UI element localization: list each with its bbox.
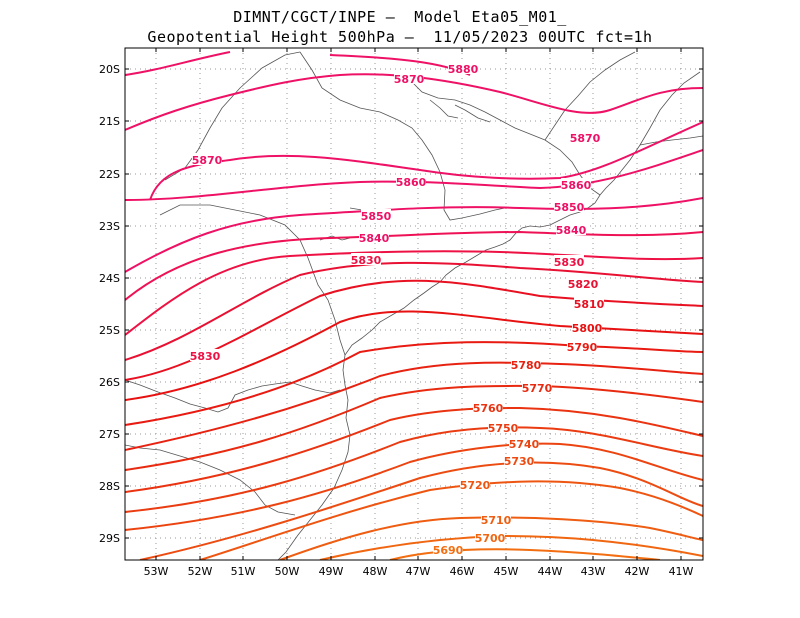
lat-tick-label: 21S [99, 115, 120, 128]
contour-line [139, 461, 703, 560]
contour-line [125, 384, 703, 471]
contour-label: 5710 [481, 514, 512, 527]
contour-label: 5770 [522, 382, 553, 395]
lat-tick-label: 27S [99, 428, 120, 441]
lon-tick-label: 44W [538, 565, 563, 578]
lon-tick-label: 47W [406, 565, 431, 578]
contour-line [125, 261, 703, 361]
map-frame [124, 47, 704, 561]
lon-tick-label: 50W [275, 565, 300, 578]
contour-line [125, 197, 703, 273]
contour-label: 5840 [556, 224, 587, 237]
lat-tick-label: 23S [99, 220, 120, 233]
lon-tick-label: 41W [669, 565, 694, 578]
contour-label: 5830 [351, 254, 382, 267]
title-line-2: Geopotential Height 500hPa – 11/05/2023 … [147, 28, 653, 46]
contour-line [389, 548, 661, 560]
lat-tick-label: 29S [99, 532, 120, 545]
contour-label: 5800 [572, 322, 603, 335]
contour-line [125, 406, 703, 493]
contour-line [125, 51, 231, 76]
contour-line [125, 310, 703, 401]
contour-line [125, 361, 703, 451]
contour-line [125, 442, 703, 531]
contour-label: 5790 [567, 341, 598, 354]
coastline-and-borders [125, 51, 703, 560]
contour-label: 5840 [359, 232, 390, 245]
contour-label: 5860 [561, 179, 592, 192]
lat-tick-label: 22S [99, 168, 120, 181]
contour-label: 5810 [574, 298, 605, 311]
contour-line [125, 149, 703, 201]
contour-label: 5870 [192, 154, 223, 167]
height-contours [125, 51, 703, 560]
contour-label: 5760 [473, 402, 504, 415]
contour-label: 5880 [448, 63, 479, 76]
contour-line [125, 230, 703, 301]
contour-line [279, 516, 703, 560]
contour-label: 5740 [509, 438, 540, 451]
lon-tick-label: 53W [144, 565, 169, 578]
lat-tick-label: 24S [99, 272, 120, 285]
contour-labels: 5880 5870 5870 5870 5860 5860 5850 5850 5840 5840… [190, 62, 605, 557]
lon-tick-label: 45W [494, 565, 519, 578]
lon-tick-label: 51W [231, 565, 256, 578]
contour-label: 5870 [394, 73, 425, 86]
contour-label: 5860 [396, 176, 427, 189]
contour-label: 5820 [568, 278, 599, 291]
lon-tick-label: 49W [319, 565, 344, 578]
contour-label: 5830 [554, 256, 585, 269]
title-line-1: DIMNT/CGCT/INPE – Model Eta05_M01_ [233, 8, 567, 26]
contour-label: 5850 [361, 210, 392, 223]
lon-tick-label: 46W [450, 565, 475, 578]
lat-tick-label: 20S [99, 63, 120, 76]
lon-tick-label: 43W [581, 565, 606, 578]
contour-line [149, 121, 703, 201]
contour-label: 5750 [488, 422, 519, 435]
contour-label: 5690 [433, 544, 464, 557]
contour-label: 5850 [554, 201, 585, 214]
contour-line [319, 534, 703, 560]
lat-tick-label: 25S [99, 324, 120, 337]
contour-label: 5700 [475, 532, 506, 545]
axis-ticks [125, 48, 703, 560]
contour-label: 5870 [570, 132, 601, 145]
contour-line [125, 341, 703, 426]
contour-label: 5720 [460, 479, 491, 492]
contour-line [125, 426, 703, 513]
lat-tick-label: 26S [99, 376, 120, 389]
contour-label: 5730 [504, 455, 535, 468]
contour-line [125, 250, 703, 336]
lon-tick-label: 52W [188, 565, 213, 578]
contour-label: 5780 [511, 359, 542, 372]
lon-tick-label: 42W [625, 565, 650, 578]
contour-label: 5830 [190, 350, 221, 363]
lon-tick-label: 48W [363, 565, 388, 578]
lat-tick-label: 28S [99, 480, 120, 493]
contour-line [125, 279, 703, 381]
